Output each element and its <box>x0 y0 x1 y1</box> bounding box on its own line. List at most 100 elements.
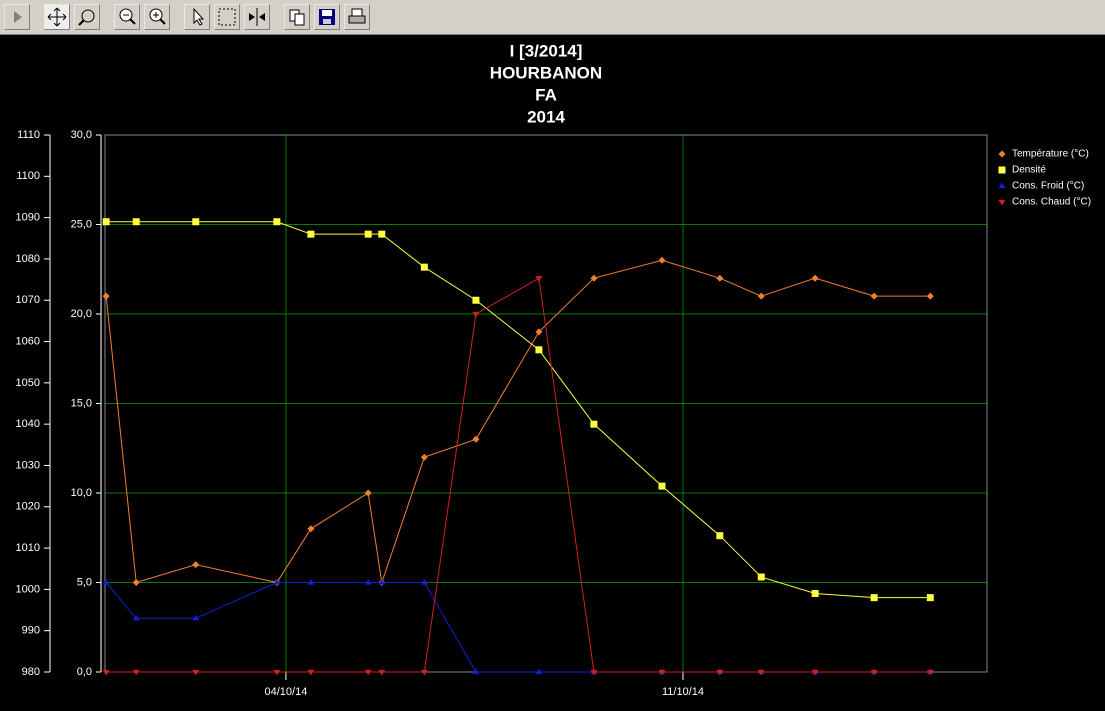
toolbar <box>0 0 1105 35</box>
marker <box>307 579 315 585</box>
marker <box>273 579 281 585</box>
split-button[interactable] <box>244 4 270 30</box>
marker <box>420 579 428 585</box>
marker <box>192 561 200 569</box>
legend-label: Température (°C) <box>1012 149 1089 160</box>
marker <box>658 256 666 264</box>
marker <box>378 669 386 676</box>
marker <box>378 579 386 585</box>
y-tick-label: 5,0 <box>77 576 92 588</box>
marker <box>472 311 480 318</box>
y-tick-label: 20,0 <box>71 308 92 320</box>
y-tick-label: 25,0 <box>71 218 92 230</box>
marker <box>926 594 934 602</box>
marker <box>716 274 724 282</box>
marker <box>811 274 819 282</box>
marker <box>364 669 372 676</box>
y-tick-label: 10,0 <box>71 487 92 499</box>
series-line <box>105 582 931 673</box>
rect-select-button[interactable] <box>214 4 240 30</box>
marker <box>811 590 819 598</box>
y-tick-label: 15,0 <box>71 397 92 409</box>
y2-tick-label: 1000 <box>16 583 40 595</box>
y2-tick-label: 1020 <box>16 501 40 513</box>
marker <box>307 525 315 533</box>
marker <box>472 668 480 675</box>
y2-tick-label: 1070 <box>16 294 40 306</box>
marker <box>132 579 140 586</box>
marker <box>307 230 315 238</box>
zoom-in-button[interactable] <box>144 4 170 30</box>
marker <box>472 296 480 304</box>
pan-button[interactable] <box>44 4 70 30</box>
marker <box>590 274 598 282</box>
marker <box>102 292 110 300</box>
legend-label: Cons. Chaud (°C) <box>1012 197 1091 208</box>
marker <box>132 669 140 676</box>
marker <box>870 292 878 300</box>
x-tick-label: 04/10/14 <box>265 686 308 698</box>
y2-tick-label: 1080 <box>16 253 40 265</box>
marker <box>535 346 543 354</box>
zoom-out-button[interactable] <box>114 4 140 30</box>
y2-tick-label: 1030 <box>16 459 40 471</box>
marker <box>590 669 598 676</box>
x-tick-label: 11/10/14 <box>662 686 704 698</box>
marker <box>364 489 372 497</box>
legend-label: Cons. Froid (°C) <box>1012 181 1084 192</box>
y-tick-label: 30,0 <box>71 129 92 141</box>
marker <box>658 482 666 490</box>
marker <box>192 614 200 621</box>
chart-title: FA <box>535 85 557 104</box>
legend-marker <box>998 182 1006 189</box>
series-line <box>106 221 931 599</box>
chart-title: HOURBANON <box>490 63 602 82</box>
legend-marker <box>998 166 1006 174</box>
marker <box>420 453 428 461</box>
chart-title: I [3/2014] <box>510 41 583 60</box>
marker <box>102 579 110 585</box>
marker <box>811 669 819 676</box>
marker <box>472 435 480 443</box>
marker <box>926 292 934 300</box>
copy-button[interactable] <box>284 4 310 30</box>
select-button[interactable] <box>184 4 210 30</box>
marker <box>535 276 543 282</box>
marker <box>132 218 140 226</box>
marker <box>192 218 200 226</box>
marker <box>716 532 724 540</box>
y2-tick-label: 1110 <box>17 129 40 141</box>
marker <box>102 218 110 226</box>
play-button[interactable] <box>4 4 30 30</box>
y2-tick-label: 1090 <box>16 212 40 224</box>
y2-tick-label: 1060 <box>16 335 40 347</box>
marker <box>307 669 315 676</box>
chart: I [3/2014] HOURBANON FA 2014 0,0 5,0 10,0 15,0 2… <box>16 41 1092 698</box>
y2-tick-label: 990 <box>22 625 40 637</box>
marker <box>870 669 878 676</box>
y2-tick-label: 1040 <box>16 418 40 430</box>
legend-marker <box>998 150 1006 158</box>
marker <box>870 594 878 602</box>
marker <box>757 292 765 300</box>
legend-label: Densité <box>1012 165 1046 176</box>
marker <box>658 669 666 676</box>
print-button[interactable] <box>344 4 370 30</box>
series-line <box>106 277 931 673</box>
marker <box>716 669 724 676</box>
y-tick-label: 0,0 <box>77 666 92 678</box>
chart-title: 2014 <box>527 107 565 126</box>
save-button[interactable] <box>314 4 340 30</box>
marker <box>192 669 200 676</box>
marker <box>926 669 934 676</box>
zoom-area-button[interactable] <box>74 4 100 30</box>
marker <box>590 420 598 428</box>
y2-tick-label: 1010 <box>16 542 40 554</box>
marker <box>420 669 428 676</box>
marker <box>757 669 765 676</box>
marker <box>364 230 372 238</box>
y2-tick-label: 980 <box>22 666 40 678</box>
marker <box>273 218 281 226</box>
marker <box>420 263 428 271</box>
legend-marker <box>998 199 1006 206</box>
